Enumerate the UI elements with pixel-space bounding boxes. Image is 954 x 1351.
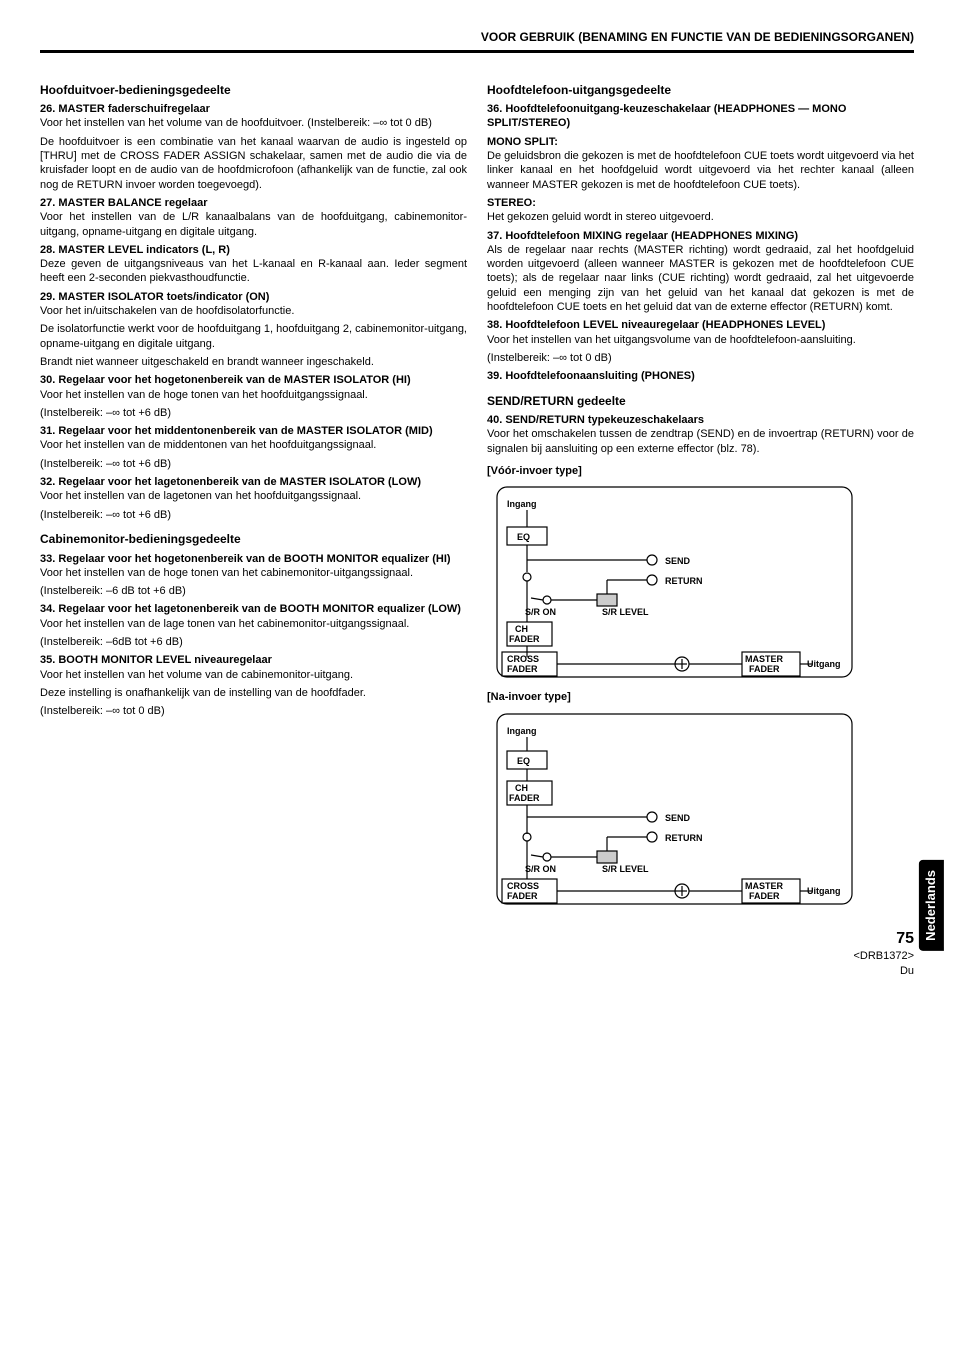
item-title: 27. MASTER BALANCE regelaar: [40, 196, 467, 210]
item-title: 38. Hoofdtelefoon LEVEL niveauregelaar (…: [487, 318, 914, 332]
svg-text:S/R LEVEL: S/R LEVEL: [602, 607, 649, 617]
diagram-post-input: Ingang EQ CH FADER SEND RETURN S/R ON S/…: [487, 709, 867, 909]
section-title: Hoofdtelefoon-uitgangsgedeelte: [487, 83, 914, 99]
body-text: Voor het in/uitschakelen van de hoofdiso…: [40, 304, 467, 318]
body-text: (Instelbereik: –6dB tot +6 dB): [40, 635, 467, 649]
diagram-label: [Na-invoer type]: [487, 690, 914, 704]
svg-text:FADER: FADER: [507, 891, 538, 901]
diagram-pre-input: Ingang EQ SEND RETURN S/R ON S/R LEVEL C…: [487, 482, 867, 682]
sub-label: STEREO:: [487, 196, 914, 210]
svg-text:EQ: EQ: [517, 532, 530, 542]
language-tab: Nederlands: [919, 860, 944, 951]
item-title: 34. Regelaar voor het lagetonenbereik va…: [40, 602, 467, 616]
body-text: (Instelbereik: –∞ tot +6 dB): [40, 457, 467, 471]
doc-code: <DRB1372>: [853, 950, 914, 962]
svg-text:Uitgang: Uitgang: [807, 659, 841, 669]
svg-text:SEND: SEND: [665, 813, 691, 823]
item-title: 33. Regelaar voor het hogetonenbereik va…: [40, 552, 467, 566]
item-title: 29. MASTER ISOLATOR toets/indicator (ON): [40, 290, 467, 304]
body-text: Brandt niet wanneer uitgeschakeld en bra…: [40, 355, 467, 369]
body-text: De isolatorfunctie werkt voor de hoofdui…: [40, 322, 467, 351]
svg-text:CROSS: CROSS: [507, 881, 539, 891]
svg-text:SEND: SEND: [665, 556, 691, 566]
body-text: (Instelbereik: –∞ tot 0 dB): [487, 351, 914, 365]
svg-text:Ingang: Ingang: [507, 726, 537, 736]
svg-text:S/R ON: S/R ON: [525, 607, 556, 617]
left-column: Hoofduitvoer-bedieningsgedeelte 26. MAST…: [40, 73, 467, 909]
svg-text:FADER: FADER: [749, 664, 780, 674]
svg-text:CROSS: CROSS: [507, 654, 539, 664]
page-header: VOOR GEBRUIK (BENAMING EN FUNCTIE VAN DE…: [40, 30, 914, 53]
item-title: 26. MASTER faderschuifregelaar: [40, 102, 467, 116]
body-text: Voor het instellen van het volume van de…: [40, 668, 467, 682]
item-title: 37. Hoofdtelefoon MIXING regelaar (HEADP…: [487, 229, 914, 243]
item-title: 31. Regelaar voor het middentonenbereik …: [40, 424, 467, 438]
page-number: 75: [896, 930, 914, 947]
item-title: 35. BOOTH MONITOR LEVEL niveauregelaar: [40, 653, 467, 667]
svg-text:FADER: FADER: [509, 793, 540, 803]
body-text: Voor het instellen van de lagetonen van …: [40, 489, 467, 503]
svg-text:FADER: FADER: [509, 634, 540, 644]
svg-text:MASTER: MASTER: [745, 881, 784, 891]
body-text: Voor het instellen van de hoge tonen van…: [40, 566, 467, 580]
svg-text:RETURN: RETURN: [665, 576, 703, 586]
body-text: (Instelbereik: –∞ tot +6 dB): [40, 508, 467, 522]
content-columns: Hoofduitvoer-bedieningsgedeelte 26. MAST…: [40, 73, 914, 909]
svg-text:Uitgang: Uitgang: [807, 886, 841, 896]
body-text: Voor het instellen van het uitgangsvolum…: [487, 333, 914, 347]
body-text: Deze instelling is onafhankelijk van de …: [40, 686, 467, 700]
section-title: SEND/RETURN gedeelte: [487, 394, 914, 410]
body-text: Het gekozen geluid wordt in stereo uitge…: [487, 210, 914, 224]
item-title: 28. MASTER LEVEL indicators (L, R): [40, 243, 467, 257]
page-footer: 75 <DRB1372> Du: [40, 929, 914, 978]
body-text: Deze geven de uitgangsniveaus van het L-…: [40, 257, 467, 286]
body-text: (Instelbereik: –6 dB tot +6 dB): [40, 584, 467, 598]
svg-text:S/R ON: S/R ON: [525, 864, 556, 874]
body-text: Voor het instellen van de middentonen va…: [40, 438, 467, 452]
svg-text:CH: CH: [515, 783, 528, 793]
svg-text:FADER: FADER: [507, 664, 538, 674]
body-text: (Instelbereik: –∞ tot 0 dB): [40, 704, 467, 718]
svg-text:FADER: FADER: [749, 891, 780, 901]
section-title: Hoofduitvoer-bedieningsgedeelte: [40, 83, 467, 99]
svg-text:CH: CH: [515, 624, 528, 634]
svg-text:S/R LEVEL: S/R LEVEL: [602, 864, 649, 874]
svg-text:Ingang: Ingang: [507, 499, 537, 509]
body-text: Als de regelaar naar rechts (MASTER rich…: [487, 243, 914, 314]
sub-label: MONO SPLIT:: [487, 135, 914, 149]
body-text: Voor het instellen van het volume van de…: [40, 116, 467, 130]
item-title: 36. Hoofdtelefoonuitgang-keuzeschakelaar…: [487, 102, 914, 131]
item-title: 30. Regelaar voor het hogetonenbereik va…: [40, 373, 467, 387]
item-title: 39. Hoofdtelefoonaansluiting (PHONES): [487, 369, 914, 383]
body-text: De hoofduitvoer is een combinatie van he…: [40, 135, 467, 192]
body-text: Voor het instellen van de L/R kanaalbala…: [40, 210, 467, 239]
body-text: Voor het instellen van de lage tonen van…: [40, 617, 467, 631]
section-title: Cabinemonitor-bedieningsgedeelte: [40, 532, 467, 548]
body-text: (Instelbereik: –∞ tot +6 dB): [40, 406, 467, 420]
svg-text:EQ: EQ: [517, 756, 530, 766]
svg-text:MASTER: MASTER: [745, 654, 784, 664]
svg-text:RETURN: RETURN: [665, 833, 703, 843]
diagram-label: [Vóór-invoer type]: [487, 464, 914, 478]
item-title: 40. SEND/RETURN typekeuzeschakelaars: [487, 413, 914, 427]
right-column: Hoofdtelefoon-uitgangsgedeelte 36. Hoofd…: [487, 73, 914, 909]
body-text: Voor het omschakelen tussen de zendtrap …: [487, 427, 914, 456]
item-title: 32. Regelaar voor het lagetonenbereik va…: [40, 475, 467, 489]
lang-code: Du: [900, 965, 914, 977]
body-text: De geluidsbron die gekozen is met de hoo…: [487, 149, 914, 192]
body-text: Voor het instellen van de hoge tonen van…: [40, 388, 467, 402]
